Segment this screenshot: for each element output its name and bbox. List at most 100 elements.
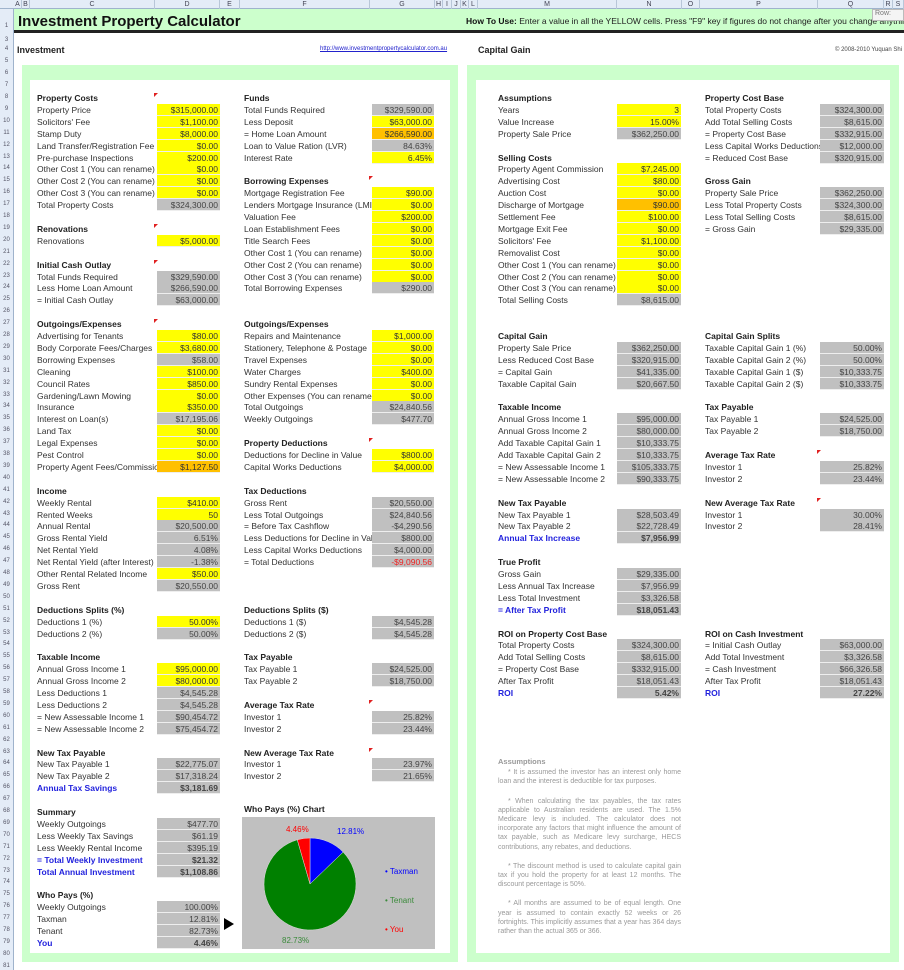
value-cell[interactable]: $0.00 (372, 258, 434, 271)
column-header-M[interactable]: M (478, 0, 617, 9)
row-header-1[interactable]: 1 (4, 23, 9, 29)
value-cell[interactable]: $0.00 (617, 270, 681, 283)
row-header-78[interactable]: 78 (3, 927, 10, 933)
value-cell[interactable]: $63,000.00 (372, 115, 434, 128)
row-header-51[interactable]: 51 (3, 605, 10, 612)
row-header-39[interactable]: 39 (3, 462, 10, 469)
column-header-L[interactable]: L (469, 0, 478, 9)
value-cell[interactable]: $0.00 (157, 163, 220, 176)
value-cell[interactable]: $0.00 (157, 437, 220, 450)
row-header-7[interactable]: 7 (4, 82, 9, 89)
value-cell[interactable]: $0.00 (157, 175, 220, 188)
value-cell[interactable]: 50.00% (157, 615, 220, 628)
value-cell[interactable]: $7,245.00 (617, 163, 681, 176)
row-header-17[interactable]: 17 (3, 201, 10, 208)
column-header-C[interactable]: C (30, 0, 155, 9)
row-header-42[interactable]: 42 (3, 498, 10, 505)
row-header-72[interactable]: 72 (3, 855, 10, 862)
value-cell[interactable]: $0.00 (617, 282, 681, 295)
row-header-33[interactable]: 33 (3, 391, 10, 398)
value-cell[interactable]: $400.00 (372, 365, 434, 378)
value-cell[interactable]: $0.00 (372, 246, 434, 259)
value-cell[interactable]: $850.00 (157, 377, 220, 390)
row-header-47[interactable]: 47 (3, 558, 10, 565)
row-header-9[interactable]: 9 (4, 105, 9, 112)
value-cell[interactable]: $80.00 (617, 175, 681, 188)
row-header-55[interactable]: 55 (3, 653, 10, 660)
row-header-18[interactable]: 18 (3, 213, 10, 219)
row-header-52[interactable]: 52 (3, 617, 10, 624)
row-header-60[interactable]: 60 (3, 712, 10, 719)
column-header-D[interactable]: D (155, 0, 220, 9)
value-cell[interactable]: $800.00 (372, 449, 434, 461)
row-header-10[interactable]: 10 (3, 117, 10, 124)
value-cell[interactable]: $80.00 (157, 330, 220, 342)
column-header-F[interactable]: F (240, 0, 370, 9)
column-header-P[interactable]: P (700, 0, 818, 9)
value-cell[interactable]: $350.00 (157, 401, 220, 414)
value-cell[interactable]: $1,000.00 (372, 330, 434, 342)
row-header-76[interactable]: 76 (3, 903, 10, 910)
value-cell[interactable]: $0.00 (372, 377, 434, 390)
row-header-36[interactable]: 36 (3, 427, 10, 434)
row-header-74[interactable]: 74 (3, 879, 10, 886)
row-header-30[interactable]: 30 (3, 355, 10, 362)
column-header-I[interactable]: I (443, 0, 452, 9)
row-header-23[interactable]: 23 (3, 272, 10, 279)
value-cell[interactable]: $0.00 (157, 389, 220, 402)
value-cell[interactable]: 50 (157, 508, 220, 521)
value-cell[interactable]: $100.00 (617, 211, 681, 223)
value-cell[interactable]: $0.00 (157, 425, 220, 438)
row-header-43[interactable]: 43 (3, 510, 10, 517)
row-header-61[interactable]: 61 (3, 724, 10, 731)
row-header-53[interactable]: 53 (3, 629, 10, 636)
value-cell[interactable]: $0.00 (157, 187, 220, 200)
row-header-46[interactable]: 46 (3, 546, 10, 553)
row-header-22[interactable]: 22 (3, 260, 10, 267)
row-header-40[interactable]: 40 (3, 474, 10, 481)
row-header-38[interactable]: 38 (3, 451, 10, 457)
value-cell[interactable]: $200.00 (157, 151, 220, 164)
column-header-H[interactable]: H (435, 0, 443, 9)
row-header-81[interactable]: 81 (3, 962, 10, 969)
row-header-66[interactable]: 66 (3, 784, 10, 791)
row-header-62[interactable]: 62 (3, 736, 10, 743)
value-cell[interactable]: 15.00% (617, 115, 681, 128)
row-header-63[interactable]: 63 (3, 748, 10, 755)
value-cell[interactable]: $1,100.00 (617, 234, 681, 247)
row-header-14[interactable]: 14 (3, 165, 10, 172)
row-header-71[interactable]: 71 (3, 843, 10, 850)
value-cell[interactable]: $0.00 (157, 449, 220, 461)
row-header-57[interactable]: 57 (3, 677, 10, 684)
value-cell[interactable]: 6.45% (372, 151, 434, 164)
row-header-11[interactable]: 11 (3, 129, 10, 136)
row-header-6[interactable]: 6 (4, 70, 9, 77)
row-header-25[interactable]: 25 (3, 296, 10, 303)
value-cell[interactable]: $1,100.00 (157, 115, 220, 128)
row-header-31[interactable]: 31 (3, 367, 10, 374)
row-header-5[interactable]: 5 (4, 58, 9, 65)
column-header-N[interactable]: N (617, 0, 682, 9)
value-cell[interactable]: $8,000.00 (157, 127, 220, 140)
row-header-77[interactable]: 77 (3, 915, 10, 922)
value-cell[interactable]: $0.00 (372, 234, 434, 247)
value-cell[interactable]: 3 (617, 103, 681, 116)
value-cell[interactable]: $0.00 (372, 222, 434, 235)
value-cell[interactable]: $0.00 (372, 341, 434, 354)
website-link[interactable]: http://www.investmentpropertycalculator.… (320, 46, 448, 52)
value-cell[interactable]: $80,000.00 (157, 675, 220, 688)
column-header-A[interactable]: A (14, 0, 22, 9)
row-header-13[interactable]: 13 (3, 153, 10, 160)
row-header-67[interactable]: 67 (3, 796, 10, 803)
value-cell[interactable]: $315,000.00 (157, 103, 220, 116)
column-header-S[interactable]: S (893, 0, 904, 9)
value-cell[interactable]: $0.00 (617, 246, 681, 259)
row-header-68[interactable]: 68 (3, 808, 10, 814)
value-cell[interactable]: $0.00 (617, 258, 681, 271)
row-header-32[interactable]: 32 (3, 379, 10, 386)
row-header-79[interactable]: 79 (3, 938, 10, 945)
value-cell[interactable]: $5,000.00 (157, 234, 220, 247)
row-header-48[interactable]: 48 (3, 570, 10, 576)
row-header-15[interactable]: 15 (3, 177, 10, 184)
column-header-J[interactable]: J (452, 0, 461, 9)
